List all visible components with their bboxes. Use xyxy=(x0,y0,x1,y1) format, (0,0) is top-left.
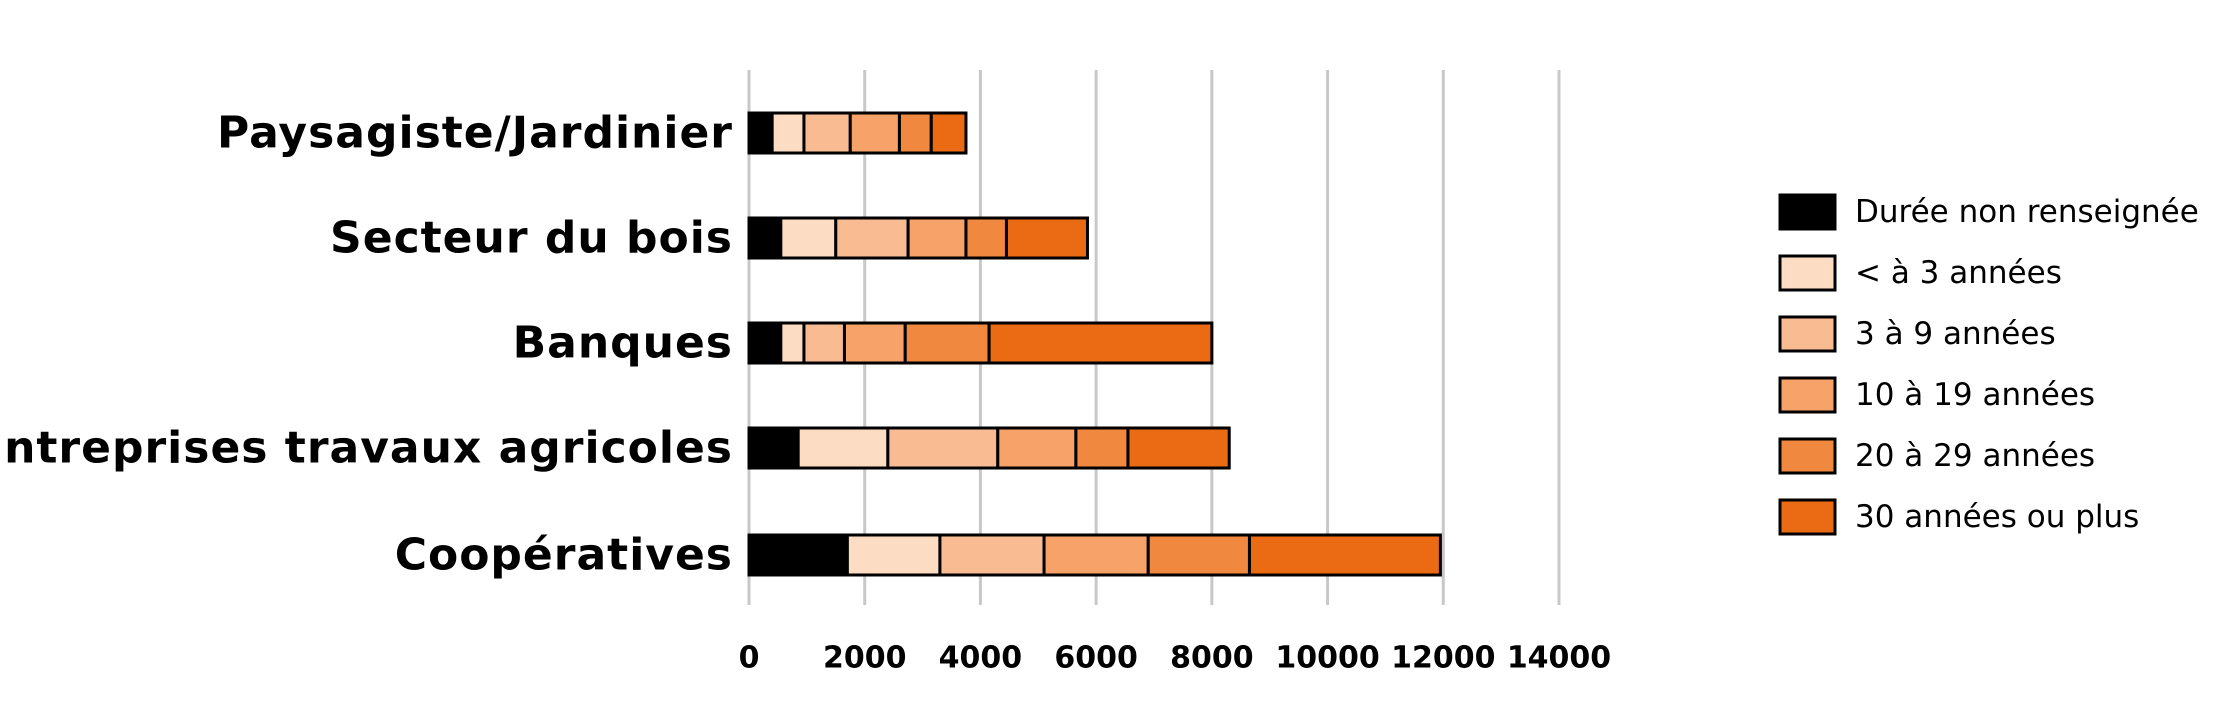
category-label: Entreprises travaux agricoles xyxy=(0,423,733,474)
bar-segment-0-0 xyxy=(747,111,774,155)
legend-swatch xyxy=(1778,498,1837,536)
bar-segment-4-5 xyxy=(1247,533,1442,577)
bar-segment-1-3 xyxy=(906,216,968,260)
legend-swatch xyxy=(1778,376,1837,414)
bar-segment-3-4 xyxy=(1074,426,1130,470)
bar-segment-0-2 xyxy=(802,111,852,155)
bar-segment-4-1 xyxy=(845,533,942,577)
bar-segment-0-4 xyxy=(897,111,933,155)
category-label: Coopératives xyxy=(395,530,733,581)
bar-segment-0-3 xyxy=(848,111,901,155)
x-tick-label: 6000 xyxy=(1054,641,1138,676)
bar-segment-4-2 xyxy=(938,533,1046,577)
bar-segment-4-4 xyxy=(1146,533,1251,577)
legend-label: Durée non renseignée xyxy=(1855,194,2199,230)
bar-segment-2-5 xyxy=(987,321,1214,365)
bar-segment-4-3 xyxy=(1042,533,1150,577)
bar-segment-4-0 xyxy=(747,533,849,577)
bar-segment-2-1 xyxy=(779,321,806,365)
bar-segment-3-0 xyxy=(747,426,800,470)
bar-segment-2-0 xyxy=(747,321,783,365)
category-label: Paysagiste/Jardinier xyxy=(217,108,733,159)
category-label: Banques xyxy=(513,318,733,369)
bar-segment-2-4 xyxy=(903,321,991,365)
x-tick-label: 4000 xyxy=(939,641,1023,676)
bar-segment-1-1 xyxy=(779,216,838,260)
bar-segment-2-3 xyxy=(842,321,907,365)
legend-label: 20 à 29 années xyxy=(1855,438,2095,474)
x-tick-label: 14000 xyxy=(1507,641,1611,676)
bar-segment-1-2 xyxy=(834,216,910,260)
x-tick-label: 2000 xyxy=(823,641,907,676)
legend-label: < à 3 années xyxy=(1855,255,2062,291)
bar-segment-3-3 xyxy=(996,426,1078,470)
legend-label: 30 années ou plus xyxy=(1855,499,2139,535)
category-labels: Paysagiste/Jardinier Secteur du bois Banqu… xyxy=(0,108,733,581)
legend-swatch xyxy=(1778,193,1837,231)
bar-segment-0-5 xyxy=(929,111,968,155)
bars xyxy=(747,111,1442,577)
legend: Durée non renseignée < à 3 années 3 à 9 an… xyxy=(1778,193,2199,536)
x-axis-ticks: 0 2000 4000 6000 8000 10000 12000 14000 xyxy=(739,641,1612,676)
bar-segment-3-2 xyxy=(886,426,1000,470)
bar-segment-0-1 xyxy=(770,111,806,155)
x-tick-label: 12000 xyxy=(1391,641,1495,676)
bar-segment-1-0 xyxy=(747,216,783,260)
bar-segment-3-5 xyxy=(1126,426,1231,470)
legend-label: 3 à 9 années xyxy=(1855,316,2056,352)
bar-segment-1-4 xyxy=(964,216,1008,260)
x-tick-label: 10000 xyxy=(1275,641,1379,676)
legend-swatch xyxy=(1778,254,1837,292)
category-label: Secteur du bois xyxy=(330,213,733,264)
legend-swatch xyxy=(1778,437,1837,475)
legend-swatch xyxy=(1778,315,1837,353)
x-tick-label: 0 xyxy=(739,641,760,676)
legend-label: 10 à 19 années xyxy=(1855,377,2095,413)
bar-segment-1-5 xyxy=(1004,216,1089,260)
bar-segment-2-2 xyxy=(802,321,846,365)
x-tick-label: 8000 xyxy=(1170,641,1254,676)
bar-segment-3-1 xyxy=(796,426,890,470)
